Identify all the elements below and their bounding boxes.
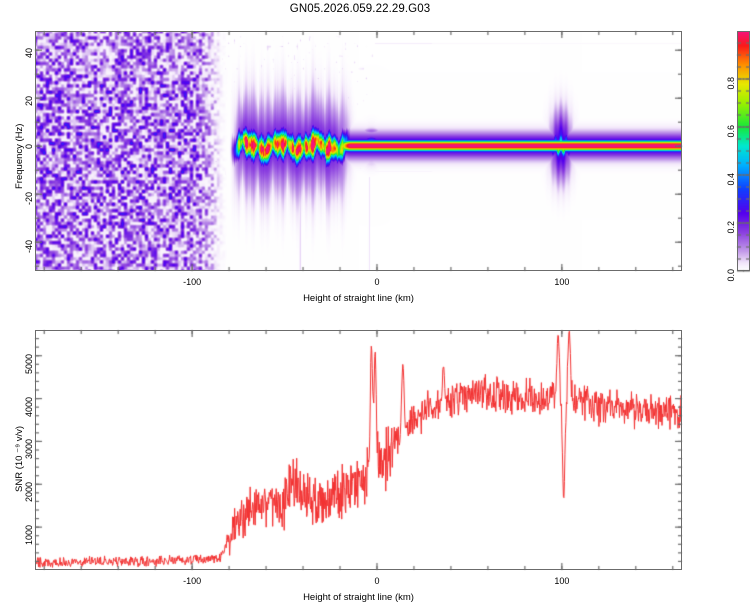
colorbar-tick-4: 0.8 [726, 77, 736, 90]
snr-x-tick-2: 100 [554, 576, 570, 586]
spectrogram-y-tick-4: 40 [24, 48, 34, 59]
snr-y-tick-4: 5000 [24, 353, 34, 374]
spectrogram-y-tick-1: -20 [24, 192, 34, 206]
snr-y-tick-1: 2000 [24, 482, 34, 503]
snr-y-tick-0: 1000 [24, 525, 34, 546]
spectrogram-ticks [23, 19, 694, 283]
colorbar-tick-0: 0.0 [726, 269, 736, 282]
colorbar-tick-3: 0.6 [726, 125, 736, 138]
spectrogram-x-tick-0: -100 [183, 277, 202, 287]
page-title: GN05.2026.059.22.29.G03 [289, 3, 431, 15]
snr-x-tick-0: -100 [183, 576, 202, 586]
snr-ticks [23, 318, 694, 582]
snr-x-tick-1: 0 [374, 576, 380, 586]
snr-y-tick-2: 3000 [24, 439, 34, 460]
snr-y-tick-3: 4000 [24, 396, 34, 417]
colorbar-tick-2: 0.4 [726, 173, 736, 186]
spectrogram-y-tick-3: 20 [24, 96, 34, 107]
snr-x-axis-label: Height of straight line (km) [303, 592, 414, 603]
spectrogram-x-tick-1: 0 [374, 277, 380, 287]
colorbar-ticks [725, 19, 750, 283]
spectrogram-x-tick-2: 100 [554, 277, 570, 287]
colorbar-tick-1: 0.2 [726, 221, 736, 234]
spectrogram-y-tick-0: -40 [24, 240, 34, 254]
spectrogram-y-tick-2: 0 [24, 144, 34, 150]
spectrogram-x-axis-label: Height of straight line (km) [303, 293, 414, 304]
